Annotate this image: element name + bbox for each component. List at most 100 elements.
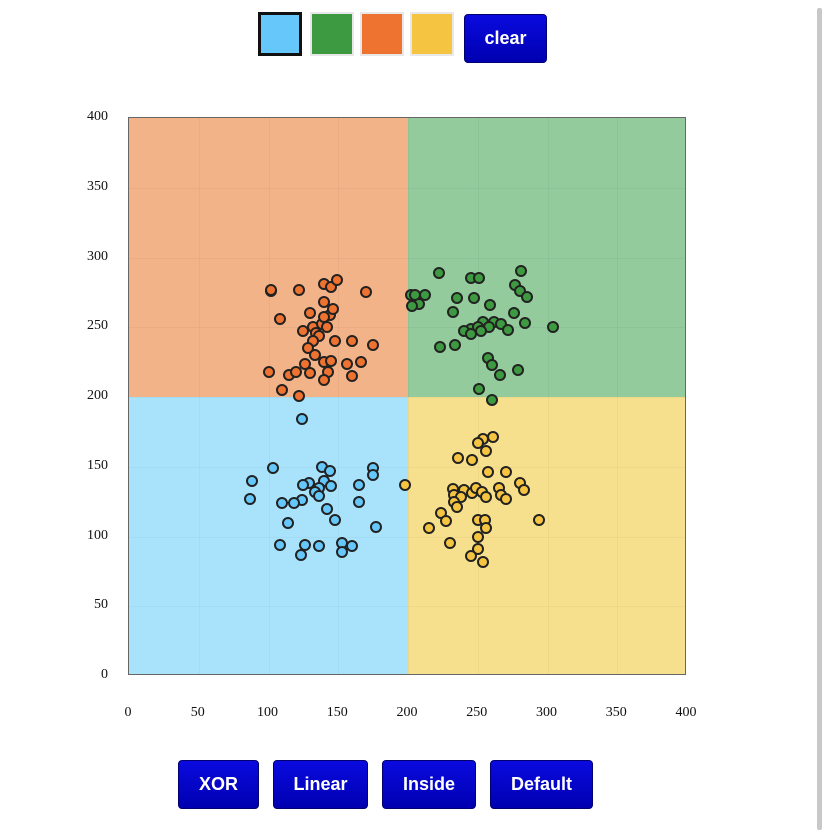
data-point-blue: [329, 513, 342, 526]
swatch-blue[interactable]: [258, 12, 302, 56]
data-point-orange: [318, 374, 331, 387]
data-point-blue: [312, 490, 325, 503]
data-point-orange: [367, 339, 380, 352]
data-point-blue: [244, 492, 257, 505]
data-point-yellow: [399, 478, 412, 491]
data-point-blue: [245, 474, 258, 487]
y-tick-label: 350: [87, 178, 108, 194]
data-point-yellow: [499, 466, 512, 479]
data-point-green: [494, 368, 507, 381]
inside-button[interactable]: Inside: [382, 760, 476, 809]
grid-line-horizontal: [129, 397, 685, 398]
grid-line-vertical: [548, 118, 549, 674]
data-point-yellow: [480, 491, 493, 504]
data-point-blue: [312, 540, 325, 553]
data-point-green: [520, 290, 533, 303]
data-point-yellow: [466, 453, 479, 466]
data-point-blue: [273, 538, 286, 551]
data-point-orange: [329, 335, 342, 348]
grid-line-horizontal: [129, 467, 685, 468]
data-point-green: [508, 307, 521, 320]
x-tick-label: 250: [466, 705, 488, 720]
data-point-orange: [318, 311, 331, 324]
data-point-blue: [287, 497, 300, 510]
data-point-green: [502, 324, 515, 337]
y-tick-label: 400: [87, 109, 108, 124]
data-point-orange: [304, 307, 317, 320]
data-point-orange: [330, 273, 343, 286]
data-point-yellow: [481, 466, 494, 479]
data-point-yellow: [443, 537, 456, 550]
data-point-blue: [266, 462, 279, 475]
data-point-blue: [294, 548, 307, 561]
scatter-plot-area[interactable]: [128, 117, 686, 675]
data-point-green: [450, 291, 463, 304]
data-point-orange: [276, 384, 289, 397]
data-point-orange: [308, 349, 321, 362]
data-point-yellow: [464, 550, 477, 563]
data-point-green: [485, 393, 498, 406]
clear-button[interactable]: clear: [464, 14, 547, 63]
data-point-orange: [273, 312, 286, 325]
region-orange: [129, 118, 408, 397]
page-scrollbar[interactable]: [817, 8, 822, 830]
grid-line-horizontal: [129, 537, 685, 538]
data-point-green: [514, 265, 527, 278]
data-point-green: [406, 300, 419, 313]
data-point-blue: [369, 520, 382, 533]
x-tick-label: 200: [396, 705, 418, 720]
y-tick-label: 50: [94, 597, 108, 613]
y-tick-label: 0: [101, 667, 108, 682]
data-point-blue: [282, 516, 295, 529]
data-point-orange: [354, 356, 367, 369]
data-point-orange: [265, 283, 278, 296]
data-point-orange: [360, 286, 373, 299]
data-point-yellow: [452, 452, 465, 465]
data-point-green: [446, 305, 459, 318]
data-point-green: [547, 321, 560, 334]
data-point-green: [519, 317, 532, 330]
data-point-blue: [353, 478, 366, 491]
data-point-orange: [262, 365, 275, 378]
xor-button[interactable]: XOR: [178, 760, 259, 809]
data-point-yellow: [471, 530, 484, 543]
x-tick-label: 100: [257, 705, 278, 720]
swatch-green[interactable]: [310, 12, 354, 56]
grid-line-vertical: [478, 118, 479, 674]
data-point-green: [467, 291, 480, 304]
data-point-yellow: [480, 445, 493, 458]
data-point-orange: [326, 303, 339, 316]
data-point-orange: [304, 367, 317, 380]
y-tick-label: 150: [87, 457, 108, 473]
x-tick-label: 50: [190, 705, 205, 720]
data-point-blue: [323, 464, 336, 477]
data-point-blue: [276, 497, 289, 510]
data-point-yellow: [477, 555, 490, 568]
data-point-yellow: [480, 522, 493, 535]
data-point-orange: [293, 283, 306, 296]
data-point-blue: [295, 413, 308, 426]
swatch-yellow[interactable]: [410, 12, 454, 56]
data-point-blue: [367, 469, 380, 482]
swatch-orange[interactable]: [360, 12, 404, 56]
linear-button[interactable]: Linear: [273, 760, 368, 809]
y-tick-label: 100: [87, 527, 108, 543]
data-point-yellow: [439, 515, 452, 528]
data-point-yellow: [450, 501, 463, 514]
data-point-green: [474, 325, 487, 338]
data-point-orange: [346, 335, 359, 348]
y-tick-label: 250: [87, 318, 108, 334]
data-point-blue: [336, 545, 349, 558]
region-yellow: [408, 397, 685, 674]
default-button[interactable]: Default: [490, 760, 593, 809]
data-point-orange: [290, 365, 303, 378]
data-point-green: [512, 364, 525, 377]
data-point-green: [473, 382, 486, 395]
x-tick-label: 300: [536, 705, 557, 720]
data-point-orange: [325, 354, 338, 367]
data-point-orange: [293, 389, 306, 402]
data-point-blue: [321, 502, 334, 515]
x-tick-label: 350: [605, 705, 627, 720]
data-point-yellow: [517, 484, 530, 497]
data-point-blue: [297, 478, 310, 491]
